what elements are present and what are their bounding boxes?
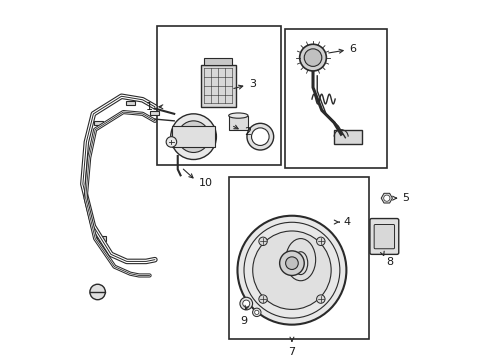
Text: 2: 2 xyxy=(244,127,250,137)
Circle shape xyxy=(285,257,298,270)
Text: 9: 9 xyxy=(240,316,247,326)
Text: 4: 4 xyxy=(343,217,350,227)
Text: 7: 7 xyxy=(288,347,295,357)
Ellipse shape xyxy=(228,113,247,118)
Circle shape xyxy=(90,284,105,300)
Bar xyxy=(125,101,135,105)
Bar xyxy=(203,58,232,65)
Bar xyxy=(285,30,386,168)
Text: 8: 8 xyxy=(386,257,393,267)
Text: 10: 10 xyxy=(199,179,212,188)
Text: 1: 1 xyxy=(145,102,152,112)
Bar xyxy=(96,237,105,241)
Bar xyxy=(150,111,159,115)
Circle shape xyxy=(258,237,267,246)
FancyBboxPatch shape xyxy=(373,225,394,249)
Bar xyxy=(333,130,362,144)
FancyBboxPatch shape xyxy=(369,219,398,255)
Polygon shape xyxy=(381,193,392,203)
Circle shape xyxy=(177,121,209,153)
Bar xyxy=(172,126,214,147)
Text: 3: 3 xyxy=(248,79,255,89)
Bar xyxy=(94,121,103,125)
Circle shape xyxy=(304,49,321,66)
Circle shape xyxy=(237,216,346,325)
Circle shape xyxy=(240,297,252,310)
Text: 5: 5 xyxy=(402,193,409,203)
Circle shape xyxy=(316,237,325,246)
Circle shape xyxy=(383,195,389,201)
Bar xyxy=(156,26,281,165)
Circle shape xyxy=(186,130,200,144)
Circle shape xyxy=(258,295,267,303)
Circle shape xyxy=(279,251,304,275)
Bar xyxy=(228,116,247,130)
Circle shape xyxy=(242,300,249,307)
Circle shape xyxy=(254,310,258,315)
Circle shape xyxy=(251,128,268,145)
Bar xyxy=(228,177,368,339)
Bar xyxy=(200,65,235,107)
Circle shape xyxy=(316,295,325,303)
Circle shape xyxy=(166,137,176,147)
Circle shape xyxy=(252,231,330,309)
Circle shape xyxy=(246,123,273,150)
Circle shape xyxy=(252,308,261,316)
Circle shape xyxy=(170,114,216,159)
Circle shape xyxy=(299,44,325,71)
Text: 6: 6 xyxy=(348,44,355,54)
